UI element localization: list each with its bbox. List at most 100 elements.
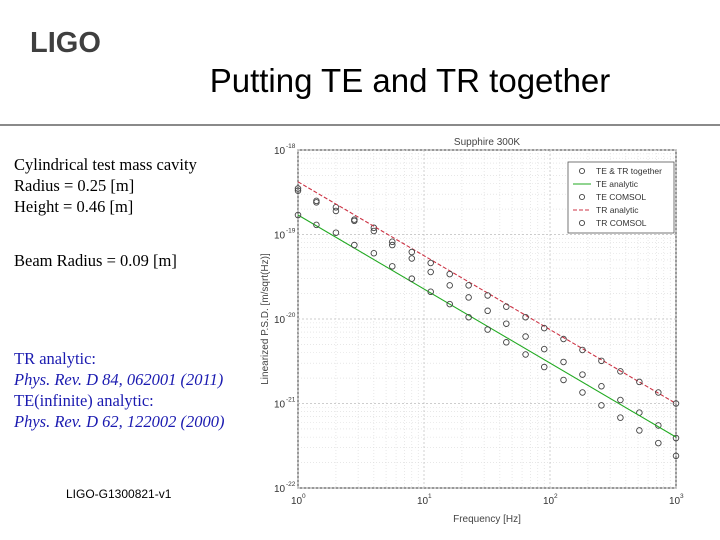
x-tick-exponent: 0 [302,493,306,500]
data-point [351,217,358,225]
data-point [617,396,624,404]
data-point [540,324,548,332]
y-tick-exponent: -20 [286,312,296,319]
data-point [313,221,320,229]
data-point [540,345,548,353]
data-point [313,197,320,205]
data-point [598,383,605,390]
data-point [503,303,510,310]
beam-radius-value: Beam Radius = 0.09 [m] [14,251,177,270]
data-point [484,292,491,299]
y-axis-label: Linearized P.S.D. [m/sqrt(Hz)] [260,253,271,385]
data-point [370,249,378,257]
data-point [540,363,548,371]
legend-label: TE COMSOL [596,192,646,202]
data-point [370,227,378,235]
y-tick-label: 10 [274,231,286,242]
data-point [560,358,567,366]
data-point [522,313,529,321]
data-point [579,371,586,378]
y-tick-label: 10 [274,400,286,411]
data-point [408,255,416,262]
data-point [560,335,567,343]
legend-swatch [578,167,586,175]
ligo-logo-text: LIGO [30,27,101,59]
y-tick-exponent: -21 [286,397,296,404]
data-point [294,211,302,219]
y-tick-label: 10 [274,315,286,326]
series-line [297,214,677,438]
x-axis-label: Frequency [Hz] [453,514,521,525]
height-value: Height = 0.46 [m] [14,197,134,216]
data-point [446,270,453,278]
data-point [617,414,624,421]
data-point [389,238,396,246]
document-id: LIGO-G1300821-v1 [66,487,172,501]
data-point [522,351,529,358]
data-point [579,346,586,354]
data-point [636,378,643,386]
data-point [579,389,586,396]
chart-title: Supphire 300K [454,137,520,148]
data-point [427,288,434,296]
slide-title: Putting TE and TR together [209,62,611,99]
data-point [332,207,340,215]
x-tick-exponent: 2 [554,493,558,500]
x-tick-label: 10 [291,496,303,507]
te-analytic-citation: Phys. Rev. D 62, 122002 (2000) [14,412,225,431]
data-point [598,402,605,409]
data-point [446,282,453,289]
x-tick-label: 10 [669,496,681,507]
y-tick-label: 10 [274,484,286,495]
te-analytic-label: TE(infinite) analytic: [14,391,154,410]
legend-box [567,161,675,234]
data-point [351,241,358,249]
data-point [465,294,472,301]
legend-label: TE & TR together [596,166,662,176]
data-point [446,300,453,308]
data-point [465,282,472,289]
y-tick-exponent: -22 [286,481,296,488]
data-point [503,339,510,346]
cavity-description: Cylindrical test mass cavity [14,155,197,174]
legend-swatch [578,219,586,227]
references: TR analytic: Phys. Rev. D 84, 062001 (20… [14,348,224,432]
data-point [636,427,643,434]
data-point [427,268,434,276]
x-tick-exponent: 3 [680,493,684,500]
ligo-logo: LIGO [30,27,101,59]
title-divider [0,124,720,126]
data-point [294,185,302,192]
data-point [560,376,567,384]
y-tick-label: 10 [274,146,286,157]
y-tick-exponent: -19 [286,228,296,235]
radius-value: Radius = 0.25 [m] [14,176,135,195]
data-point [672,400,680,407]
data-point [332,229,340,236]
tr-analytic-label: TR analytic: [14,349,97,368]
x-tick-label: 10 [543,496,555,507]
data-point [598,357,605,365]
data-point [484,326,491,333]
data-point [427,259,434,267]
cavity-info: Cylindrical test mass cavity Radius = 0.… [14,154,197,217]
data-point [655,439,662,447]
x-tick-exponent: 1 [428,493,432,500]
data-point [389,241,396,249]
data-point [465,313,472,321]
data-point [408,248,416,256]
y-tick-exponent: -18 [286,143,296,150]
data-point [408,275,416,282]
data-point [522,333,529,340]
data-point [503,320,510,327]
x-tick-label: 10 [417,496,429,507]
legend-label: TR COMSOL [596,218,647,228]
tr-analytic-citation: Phys. Rev. D 84, 062001 (2011) [14,370,224,389]
data-point [617,368,624,375]
data-point [484,307,491,315]
legend-label: TR analytic [596,205,639,215]
beam-info: Beam Radius = 0.09 [m] [14,250,177,271]
data-point [655,389,662,396]
legend-label: TE analytic [596,179,639,189]
